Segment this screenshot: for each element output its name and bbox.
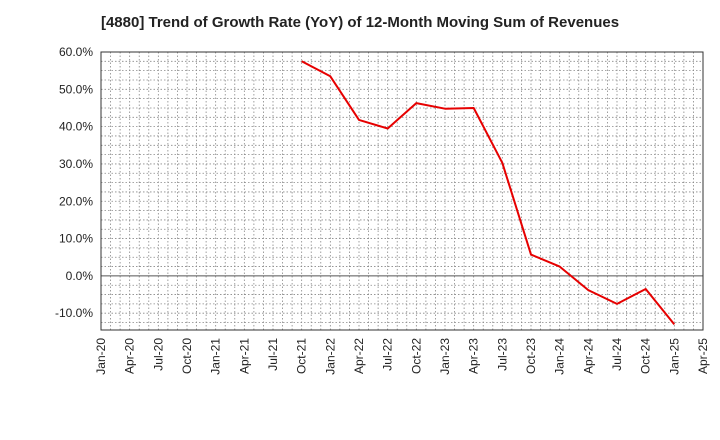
x-tick-label: Jan-25 (667, 338, 681, 375)
y-tick-label: 20.0% (59, 194, 93, 208)
x-tick-label: Jan-22 (323, 338, 337, 375)
label-layer: 60.0% 50.0% 40.0% 30.0% 20.0% 10.0% 0.0% -10.0%… (55, 45, 710, 375)
x-tick-label: Apr-22 (352, 338, 366, 374)
y-tick-label: 60.0% (59, 45, 93, 59)
y-tick-label: 0.0% (66, 269, 94, 283)
y-tick-label: 50.0% (59, 82, 93, 96)
grid-layer (100, 51, 704, 330)
y-tick-label: 30.0% (59, 157, 93, 171)
x-tick-label: Apr-20 (123, 338, 137, 374)
y-tick-label: 40.0% (59, 120, 93, 134)
x-tick-label: Apr-21 (237, 338, 251, 374)
x-tick-label: Jul-20 (151, 338, 165, 371)
x-tick-label: Oct-22 (409, 338, 423, 374)
chart-title: [4880] Trend of Growth Rate (YoY) of 12-… (100, 14, 620, 31)
x-tick-label: Jul-22 (381, 338, 395, 371)
x-tick-label: Jul-21 (266, 338, 280, 371)
series-layer (301, 60, 676, 326)
x-tick-label: Oct-21 (295, 338, 309, 374)
x-tick-label: Apr-25 (696, 338, 710, 374)
x-tick-label: Jan-20 (94, 338, 108, 375)
x-tick-label: Jan-23 (438, 338, 452, 375)
y-tick-label: 10.0% (59, 232, 93, 246)
x-tick-label: Oct-23 (524, 338, 538, 374)
y-tick-label: -10.0% (55, 306, 93, 320)
x-tick-label: Oct-20 (180, 338, 194, 374)
x-tick-label: Jan-21 (209, 338, 223, 375)
x-tick-label: Jul-24 (610, 338, 624, 371)
x-tick-label: Jan-24 (553, 338, 567, 375)
x-tick-label: Apr-24 (581, 338, 595, 374)
series-line (301, 60, 676, 326)
axis-layer (100, 51, 704, 331)
x-tick-label: Jul-23 (495, 338, 509, 371)
x-tick-label: Apr-23 (467, 338, 481, 374)
plot-frame (100, 51, 704, 331)
x-tick-label: Oct-24 (639, 338, 653, 374)
